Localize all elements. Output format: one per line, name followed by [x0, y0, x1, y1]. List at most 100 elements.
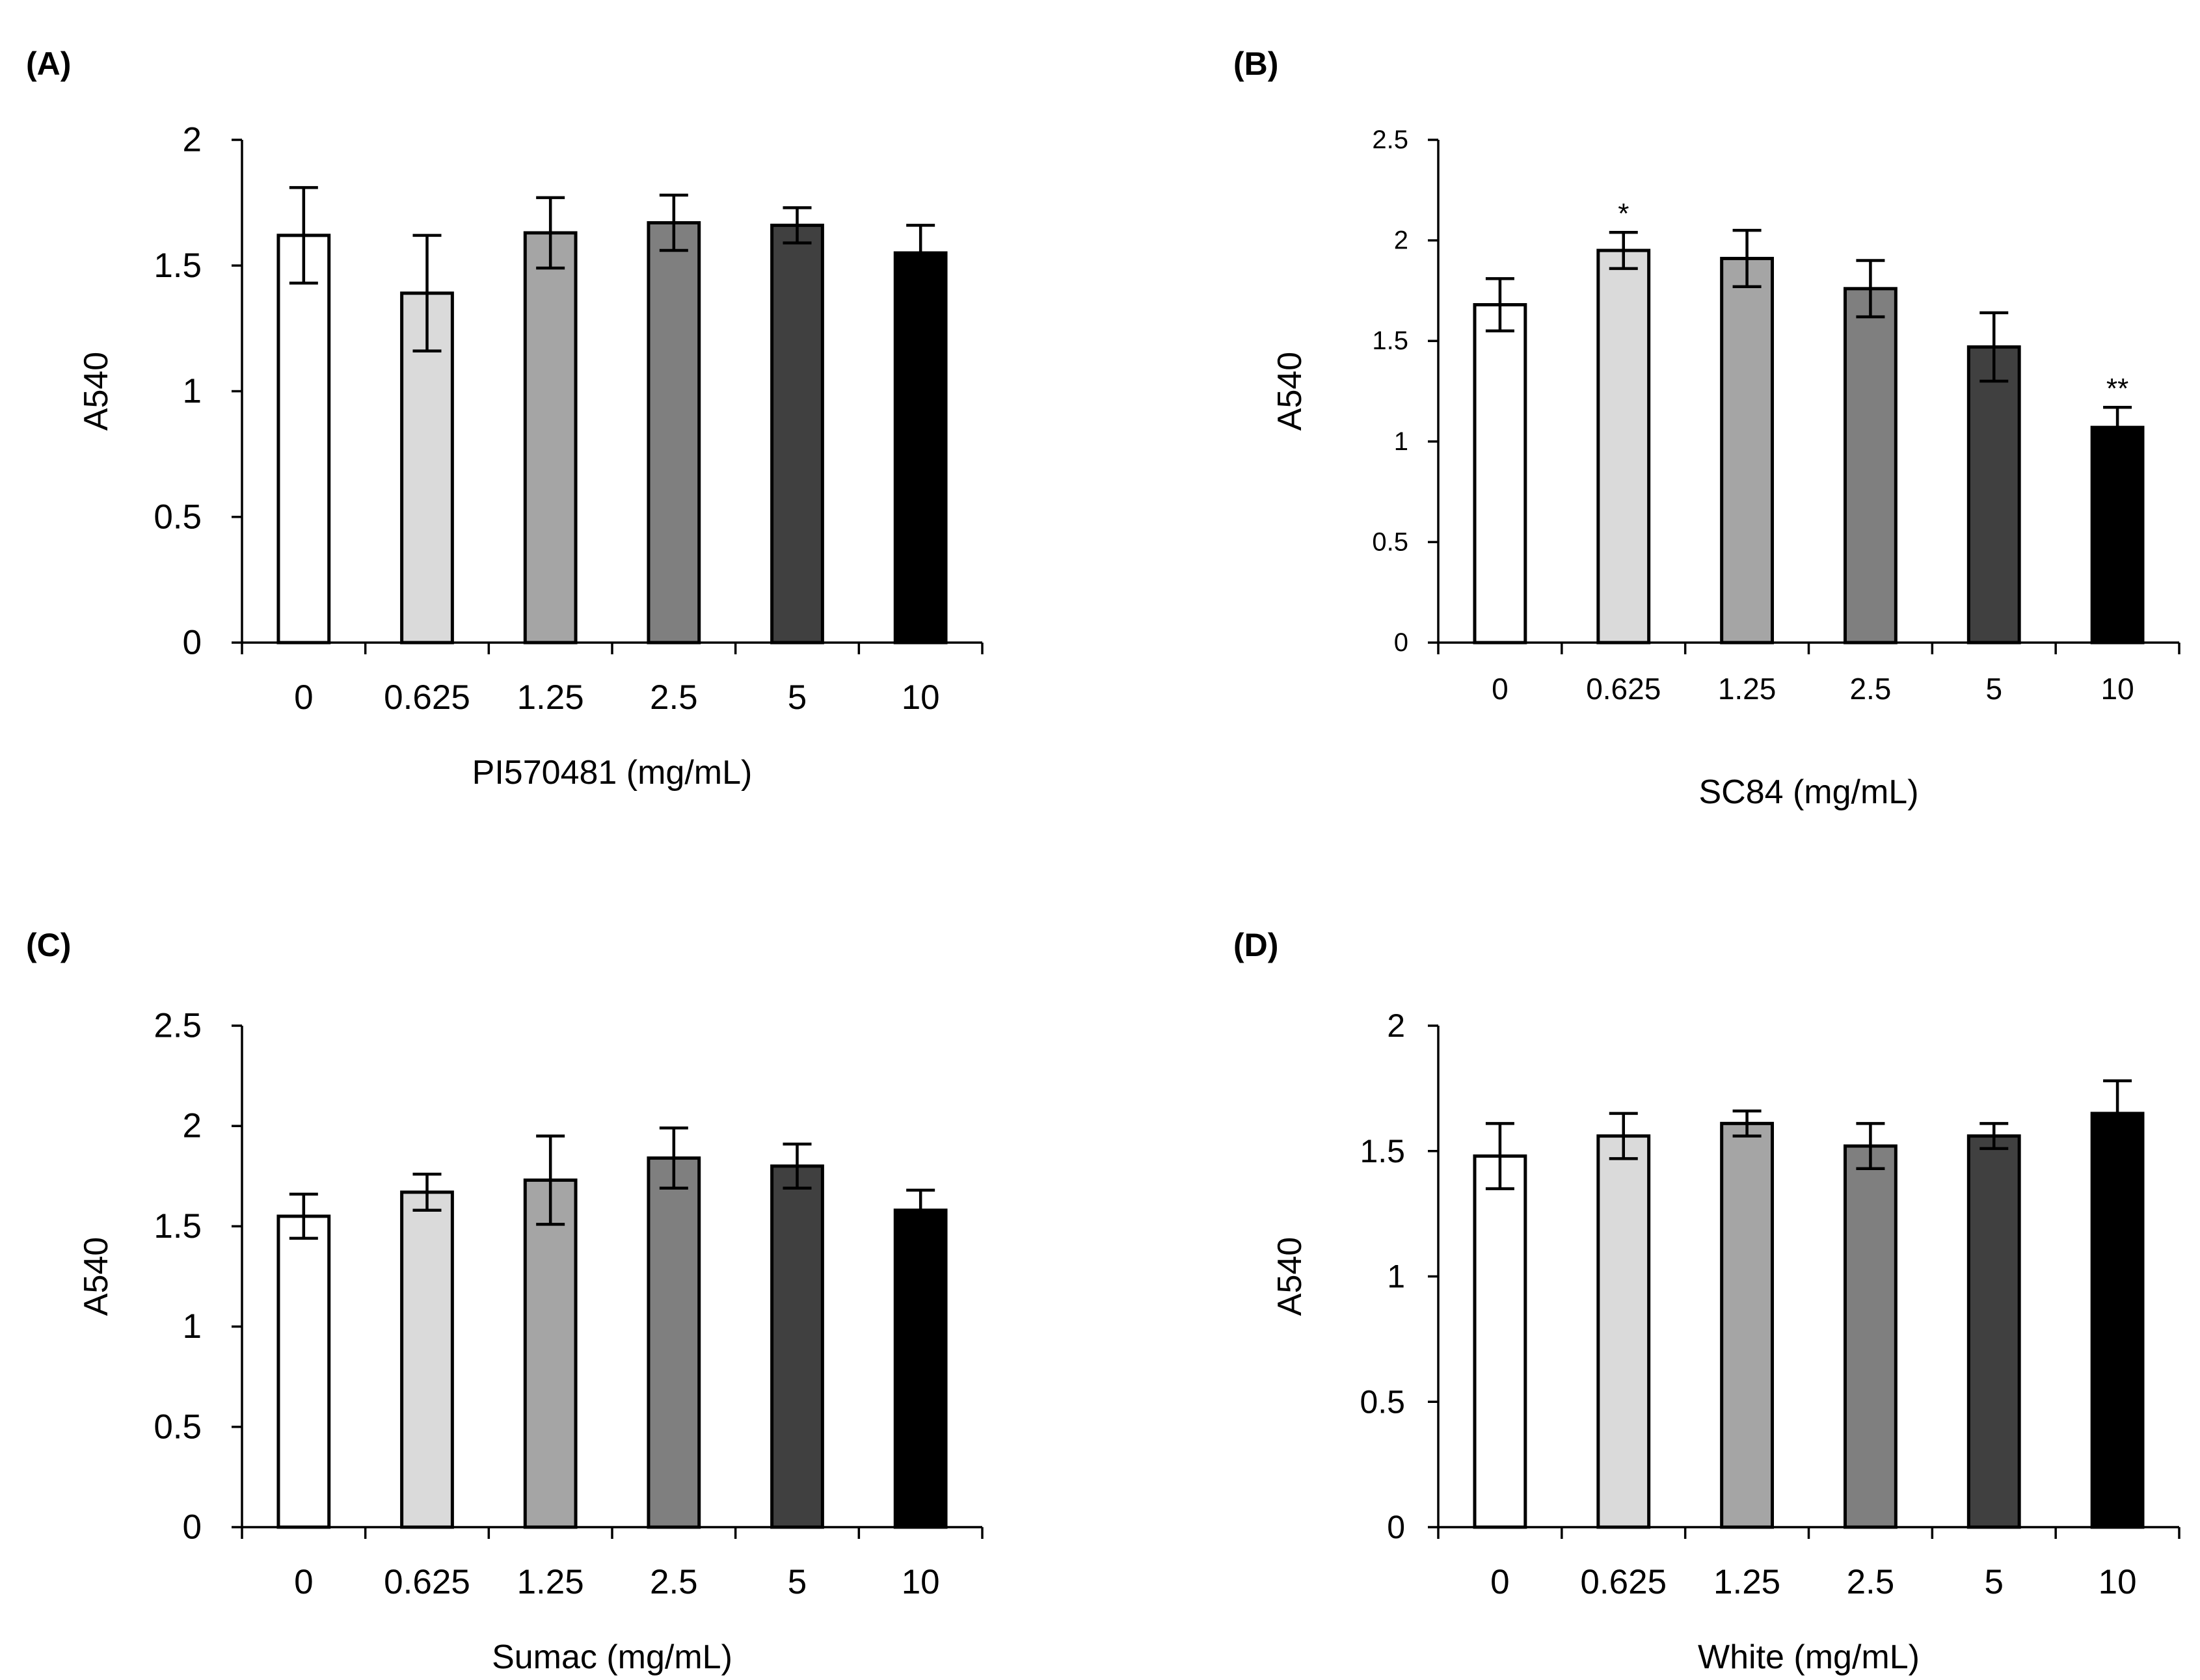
x-tick-label: 10 [2099, 1563, 2137, 1601]
bar-10 [2090, 1112, 2145, 1529]
error-bar-2.5 [659, 193, 688, 252]
error-bar-0.625 [1609, 230, 1638, 271]
y-tick-label: 0.5 [1372, 527, 1408, 556]
y-tick-label: 1.5 [154, 1207, 202, 1246]
y-tick-label: 2.5 [154, 1007, 202, 1045]
bar-10 [2090, 425, 2145, 645]
x-tick-label: 2.5 [1849, 672, 1891, 706]
error-bar-10 [2103, 405, 2132, 449]
error-bar-5 [1979, 311, 2009, 383]
x-tick-label: 5 [788, 1563, 807, 1601]
error-bar-10 [906, 1188, 935, 1232]
x-tick-label: 0.625 [1580, 1563, 1667, 1601]
bar-5 [1966, 345, 2021, 645]
error-bar-10 [2103, 1079, 2132, 1148]
bar-2.5 [1844, 287, 1898, 645]
error-bar-0 [289, 1192, 318, 1240]
y-tick-label: 2.5 [1372, 126, 1408, 154]
y-axis-title: A540 [1271, 1237, 1309, 1316]
y-tick-label: 0 [183, 1508, 202, 1547]
bar-0.625 [1596, 248, 1651, 645]
x-tick-label: 10 [902, 1563, 940, 1601]
x-tick-label: 0.625 [384, 1563, 470, 1601]
chart-panel-3: (C) 0 0.5 1 1.5 2 2.5 0 0.625 1.25 2.5 5 10 A540 Sumac… [26, 927, 984, 1676]
error-bar-0 [1485, 1122, 1514, 1190]
error-bar-1.25 [536, 1134, 565, 1226]
y-tick-label: 2 [1387, 1007, 1405, 1044]
x-tick-label: 5 [788, 678, 807, 717]
bar-1.25 [1720, 1121, 1774, 1529]
bar-5 [1966, 1134, 2021, 1529]
y-tick-label: 1 [1394, 427, 1408, 456]
x-tick-label: 2.5 [1847, 1563, 1895, 1601]
error-bar-0.625 [412, 233, 442, 353]
x-tick-label: 0.625 [1586, 672, 1661, 706]
panel-label: (D) [1233, 927, 1278, 963]
y-tick-label: 2 [1394, 226, 1408, 255]
bar-0 [276, 1214, 331, 1529]
error-bar-0 [1485, 277, 1514, 332]
x-tick-label: 1.25 [1718, 672, 1777, 706]
y-tick-label: 1.5 [1372, 327, 1408, 355]
error-bar-1.25 [1732, 1109, 1762, 1138]
x-tick-label: 2.5 [650, 1563, 698, 1601]
y-tick-label: 1 [1387, 1259, 1405, 1295]
error-bar-5 [783, 1142, 812, 1190]
x-axis-title: Sumac (mg/mL) [492, 1638, 732, 1676]
x-tick-label: 5 [1985, 1563, 2004, 1601]
y-tick-label: 1 [183, 1307, 202, 1346]
bar-10 [893, 251, 948, 645]
bar-1.25 [523, 231, 578, 645]
y-tick-label: 0 [1387, 1509, 1405, 1545]
x-axis-title: SC84 (mg/mL) [1698, 773, 1918, 811]
chart-panel-4: (D) 0 0.5 1 1.5 2 0 0.625 1.25 2.5 5 10 A540 White (m… [1233, 927, 2180, 1676]
error-bar-2.5 [1856, 259, 1885, 319]
bar-2.5 [647, 1156, 701, 1529]
y-tick-label: 1.5 [1360, 1133, 1405, 1169]
bar-10 [893, 1208, 948, 1529]
y-axis-title: A540 [77, 352, 115, 431]
bar-0 [1473, 303, 1527, 645]
x-axis-title: White (mg/mL) [1698, 1638, 1920, 1676]
y-tick-label: 1 [183, 372, 202, 410]
panel-label: (B) [1233, 46, 1278, 82]
error-bar-0.625 [412, 1172, 442, 1212]
significance-mark: * [1618, 198, 1629, 230]
y-tick-label: 0 [183, 624, 202, 662]
bar-0 [1473, 1154, 1527, 1529]
x-tick-label: 2.5 [650, 678, 698, 717]
y-tick-label: 1.5 [154, 247, 202, 285]
error-bar-0 [289, 186, 318, 285]
panel-label: (C) [26, 927, 71, 963]
bar-2.5 [1844, 1144, 1898, 1529]
chart-panel-2: (B) 0 0.5 1 1.5 2 2.5 0 0.625 * 1.25 2.5 5 10 ** A540 SC… [1233, 46, 2180, 811]
bar-1.25 [523, 1178, 578, 1529]
panel-label: (A) [26, 46, 71, 82]
x-tick-label: 0 [1490, 1563, 1509, 1601]
x-tick-label: 0 [294, 1563, 313, 1601]
bar-0.625 [400, 1190, 454, 1529]
bar-5 [770, 1164, 824, 1529]
error-bar-2.5 [659, 1127, 688, 1190]
x-tick-label: 10 [902, 678, 940, 717]
x-tick-label: 5 [1985, 672, 2002, 706]
x-tick-label: 10 [2100, 672, 2134, 706]
error-bar-5 [1979, 1122, 2009, 1151]
x-tick-label: 1.25 [1713, 1563, 1780, 1601]
x-tick-label: 1.25 [517, 1563, 584, 1601]
chart-panel-1: (A) 0 0.5 1 1.5 2 0 0.625 1.25 2.5 5 10 A540 PI570481… [26, 46, 984, 792]
error-bar-10 [906, 224, 935, 282]
x-tick-label: 0 [294, 678, 313, 717]
bar-1.25 [1720, 256, 1774, 645]
y-tick-label: 0.5 [154, 1407, 202, 1446]
error-bar-1.25 [536, 196, 565, 270]
x-axis-title: PI570481 (mg/mL) [472, 754, 753, 792]
bar-5 [770, 223, 824, 645]
y-tick-label: 2 [183, 1107, 202, 1145]
y-tick-label: 0.5 [154, 498, 202, 536]
bar-0.625 [1596, 1134, 1651, 1529]
x-tick-label: 1.25 [517, 678, 584, 717]
error-bar-2.5 [1856, 1122, 1885, 1170]
y-tick-label: 0.5 [1360, 1383, 1405, 1420]
